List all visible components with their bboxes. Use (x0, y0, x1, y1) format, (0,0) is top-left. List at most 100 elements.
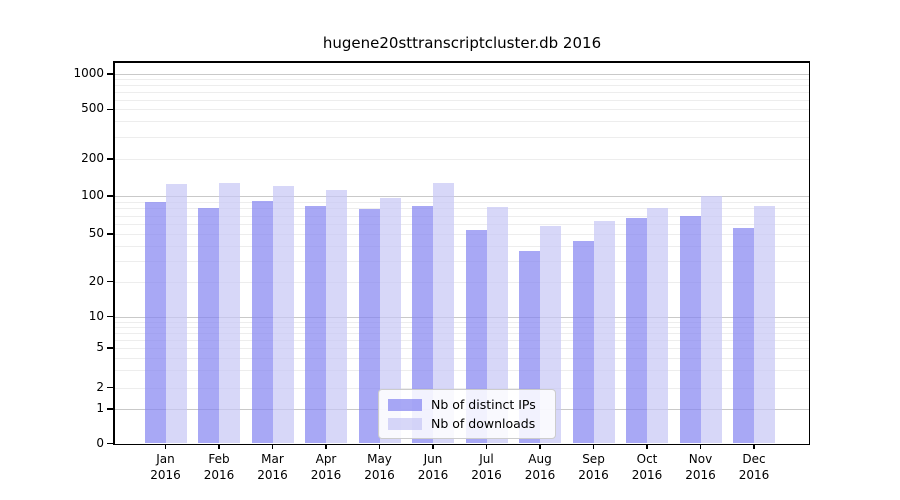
y-tick-label: 10 (88, 308, 104, 323)
gridline-minor (115, 332, 809, 334)
x-tick-label: Sep 2016 (578, 452, 609, 482)
axis-spine-bottom (113, 443, 810, 445)
gridline-minor (115, 92, 809, 94)
bar-downloads-oct (647, 207, 668, 443)
y-tick-mark (107, 73, 114, 75)
bar-distinct-ips-feb (198, 208, 219, 443)
legend-swatch-downloads (388, 417, 422, 430)
bar-distinct-ips-nov (679, 216, 701, 443)
bar-downloads-dec (754, 205, 775, 443)
x-tick-label: Oct 2016 (631, 452, 663, 482)
y-tick-label: 1000 (73, 66, 104, 80)
x-tick-label: Feb 2016 (203, 452, 235, 482)
gridline-minor (115, 348, 809, 349)
y-tick-label: 200 (81, 151, 104, 165)
y-tick-label: 1 (96, 401, 104, 415)
gridline-minor (115, 201, 809, 203)
chart-title: hugene20sttranscriptcluster.db 2016 (322, 34, 602, 52)
bar-downloads-nov (700, 196, 722, 443)
gridline-minor (115, 137, 809, 138)
x-tick-mark (753, 444, 755, 449)
x-tick-mark (592, 444, 595, 449)
x-tick-mark (646, 444, 648, 449)
x-tick-mark (271, 444, 274, 449)
gridline-minor (115, 159, 809, 160)
bar-distinct-ips-jun (412, 205, 433, 443)
y-tick-mark (107, 315, 114, 318)
x-tick-mark (539, 444, 541, 449)
bar-downloads-feb (219, 182, 240, 443)
x-tick-mark (218, 444, 220, 449)
y-tick-mark (107, 280, 114, 283)
gridline-major (115, 74, 809, 75)
gridline-minor (115, 321, 809, 323)
bar-downloads-mar (272, 186, 294, 443)
y-tick-mark (107, 158, 114, 160)
x-tick-label: Nov 2016 (685, 452, 716, 482)
x-tick-label: Aug 2016 (524, 452, 556, 482)
x-tick-label: Jul 2016 (471, 452, 502, 482)
x-tick-label: Jun 2016 (417, 452, 449, 482)
legend-item-downloads: Nb of downloads (388, 414, 546, 433)
y-tick-label: 5 (96, 340, 104, 354)
bar-downloads-sep (593, 220, 615, 443)
gridline-minor (115, 326, 809, 328)
y-tick-label: 500 (81, 101, 104, 116)
legend-label-downloads: Nb of downloads (431, 416, 536, 431)
y-tick-mark (107, 195, 114, 197)
x-tick-label: Apr 2016 (310, 452, 342, 482)
gridline-minor (115, 339, 809, 341)
legend-item-distinct-ips: Nb of distinct IPs (388, 395, 546, 414)
x-tick-label: Dec 2016 (738, 452, 770, 482)
y-tick-mark (107, 386, 114, 389)
y-tick-mark (107, 408, 114, 410)
bar-downloads-jul (486, 206, 508, 443)
legend-label-distinct-ips: Nb of distinct IPs (431, 397, 536, 412)
y-tick-mark (107, 233, 114, 235)
x-tick-label: Jan 2016 (150, 452, 181, 482)
bar-distinct-ips-may (358, 208, 380, 443)
gridline-minor (115, 245, 809, 247)
x-tick-mark (432, 444, 434, 449)
axis-spine-right (808, 61, 810, 445)
bar-distinct-ips-oct (626, 218, 647, 443)
x-tick-mark (325, 444, 327, 449)
gridline-minor (115, 79, 809, 81)
bar-distinct-ips-jan (144, 201, 166, 443)
gridline-minor (115, 215, 809, 217)
gridline-minor (115, 357, 809, 359)
gridline-minor (115, 387, 809, 389)
gridline-minor (115, 100, 809, 101)
bar-distinct-ips-apr (305, 205, 326, 443)
gridline-minor (115, 370, 809, 372)
bar-downloads-apr (326, 189, 347, 443)
y-tick-label: 0 (96, 435, 104, 450)
bar-downloads-jun (433, 183, 454, 443)
bar-downloads-jan (165, 183, 187, 443)
x-tick-label: May 2016 (364, 452, 395, 482)
gridline-minor (115, 260, 809, 262)
axis-spine-top (113, 61, 810, 63)
x-tick-mark (485, 444, 488, 449)
y-tick-label: 2 (96, 379, 104, 394)
x-tick-mark (699, 444, 702, 449)
axis-spine-left (113, 61, 115, 445)
x-tick-label: Mar 2016 (257, 452, 288, 482)
y-tick-label: 100 (81, 188, 104, 202)
bar-distinct-ips-mar (251, 200, 273, 443)
gridline-minor (115, 234, 809, 235)
legend-swatch-distinct-ips (388, 398, 422, 411)
bar-distinct-ips-sep (572, 240, 594, 443)
y-tick-mark (107, 108, 114, 110)
bar-downloads-may (379, 198, 401, 443)
y-tick-label: 20 (88, 273, 104, 288)
x-tick-mark (378, 444, 381, 449)
gridline-minor (115, 224, 809, 225)
gridline-minor (115, 85, 809, 87)
x-tick-mark (164, 444, 167, 449)
legend: Nb of distinct IPs Nb of downloads (378, 389, 556, 439)
y-tick-mark (107, 442, 114, 445)
gridline-minor (115, 281, 809, 283)
y-tick-mark (107, 347, 114, 349)
